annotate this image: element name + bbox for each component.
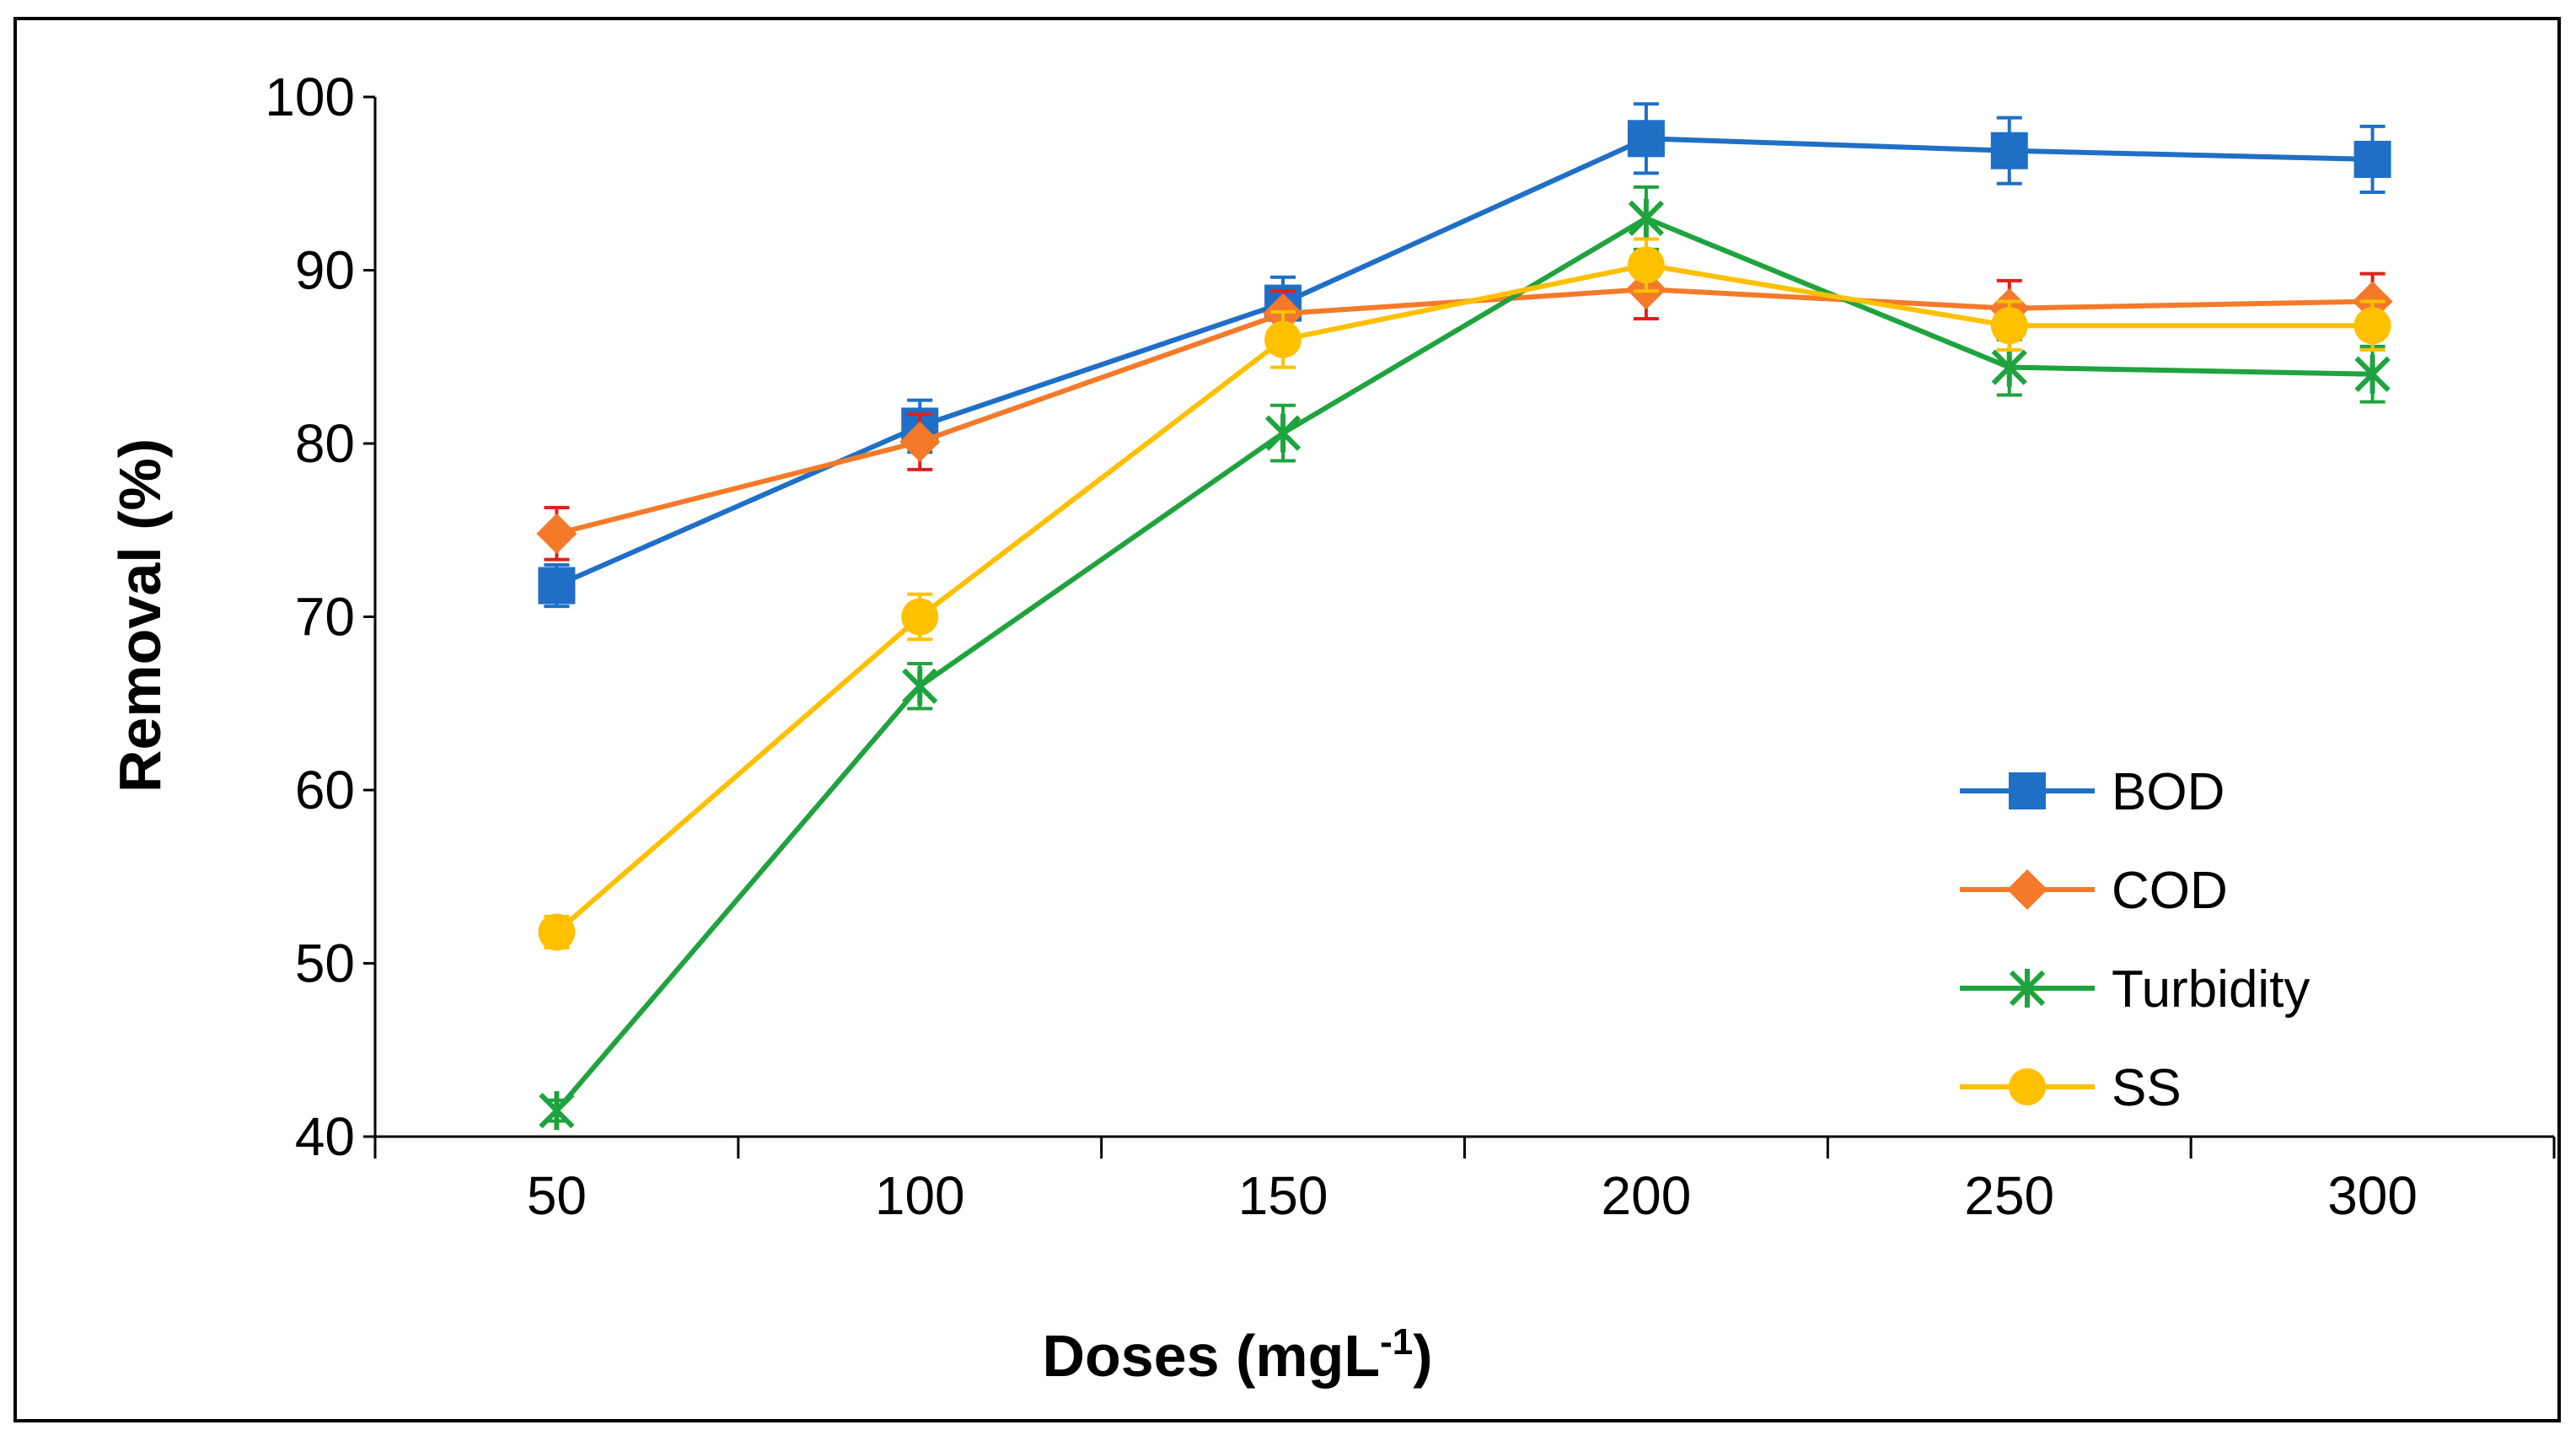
legend-marker-cod <box>2007 869 2047 910</box>
data-point-turbidity <box>1628 198 1665 238</box>
data-point-bod <box>1627 120 1665 158</box>
data-point-ss <box>2353 307 2391 345</box>
series-turbidity <box>539 185 2391 1131</box>
series-line-bod <box>555 136 2373 589</box>
legend-label-bod: BOD <box>2112 763 2224 821</box>
x-axis-title: Doses (mgL-1) <box>1042 1321 1432 1389</box>
x-axis-title-suffix: ) <box>1413 1323 1432 1389</box>
y-tick-label: 100 <box>265 67 355 127</box>
x-tick-label: 100 <box>875 1165 965 1226</box>
data-point-turbidity <box>1264 413 1301 453</box>
data-point-bod <box>1990 132 2028 169</box>
legend-marker-ss <box>2009 1068 2046 1105</box>
data-point-bod <box>538 567 576 605</box>
x-axis-title-main: Doses (mgL <box>1042 1323 1380 1389</box>
y-axis-title: Removal (%) <box>107 438 173 793</box>
data-point-cod <box>536 513 577 554</box>
legend-item-bod: BOD <box>1960 763 2224 821</box>
series-ss <box>538 237 2391 951</box>
data-point-ss <box>1264 320 1302 358</box>
x-tick-label: 250 <box>1964 1165 2054 1226</box>
x-axis-title-superscript: -1 <box>1380 1321 1413 1363</box>
data-point-turbidity <box>1991 347 2027 387</box>
chart-frame <box>13 17 2561 1422</box>
legend-marker-turbidity <box>2009 969 2046 1008</box>
data-point-turbidity <box>2354 354 2391 394</box>
legend-item-turbidity: Turbidity <box>1960 960 2310 1019</box>
data-point-bod <box>2353 140 2391 178</box>
legend-item-ss: SS <box>1960 1059 2182 1117</box>
data-point-ss <box>901 598 939 636</box>
y-tick-label: 70 <box>295 587 355 648</box>
data-point-turbidity <box>902 666 938 706</box>
data-point-ss <box>538 913 576 951</box>
legend-item-cod: COD <box>1960 862 2228 920</box>
y-tick-label: 50 <box>295 933 355 994</box>
data-point-cod <box>899 421 941 462</box>
legend-label-cod: COD <box>2112 862 2228 920</box>
x-tick-label: 150 <box>1238 1165 1328 1226</box>
legend: BOD COD Turbidity SS <box>1960 763 2310 1117</box>
y-tick-label: 90 <box>295 240 355 301</box>
x-tick-label: 300 <box>2327 1165 2418 1226</box>
series-line-turbidity <box>555 215 2373 1113</box>
axes: 40 50 60 70 80 90 100 50 100 150 200 250 300 <box>265 67 2556 1226</box>
y-tick-label: 40 <box>295 1106 355 1167</box>
series-layer <box>536 102 2393 1131</box>
data-point-ss <box>1990 307 2028 345</box>
data-point-ss <box>1627 246 1665 284</box>
legend-marker-bod <box>2009 772 2046 809</box>
legend-label-turbidity: Turbidity <box>2112 960 2310 1019</box>
y-tick-label: 60 <box>295 760 355 820</box>
x-tick-label: 50 <box>527 1165 587 1226</box>
legend-label-ss: SS <box>2112 1059 2182 1117</box>
x-tick-label: 200 <box>1602 1165 1692 1226</box>
data-point-turbidity <box>539 1091 575 1131</box>
y-tick-label: 80 <box>295 413 355 474</box>
series-line-ss <box>555 262 2373 934</box>
